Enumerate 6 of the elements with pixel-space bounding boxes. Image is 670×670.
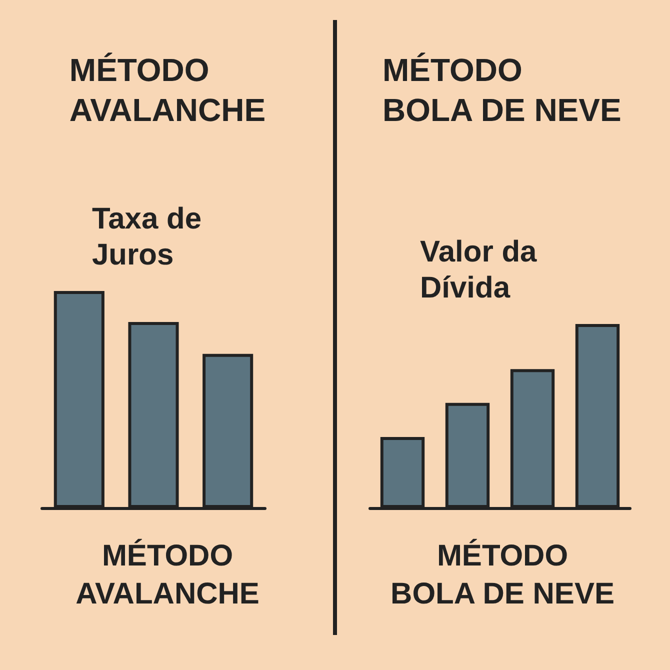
y-axis-title: Taxa de Juros bbox=[92, 202, 210, 272]
y-axis-title: Valor da Dívida bbox=[420, 236, 546, 304]
text: MÉTODO BOLA DE NEVE bbox=[390, 538, 614, 610]
text: MÉTODO AVALANCHE bbox=[76, 538, 260, 610]
x-axis-title: MÉTODO BOLA DE NEVE bbox=[382, 52, 622, 128]
x-axis-title: MÉTODO AVALANCHE bbox=[69, 52, 266, 128]
